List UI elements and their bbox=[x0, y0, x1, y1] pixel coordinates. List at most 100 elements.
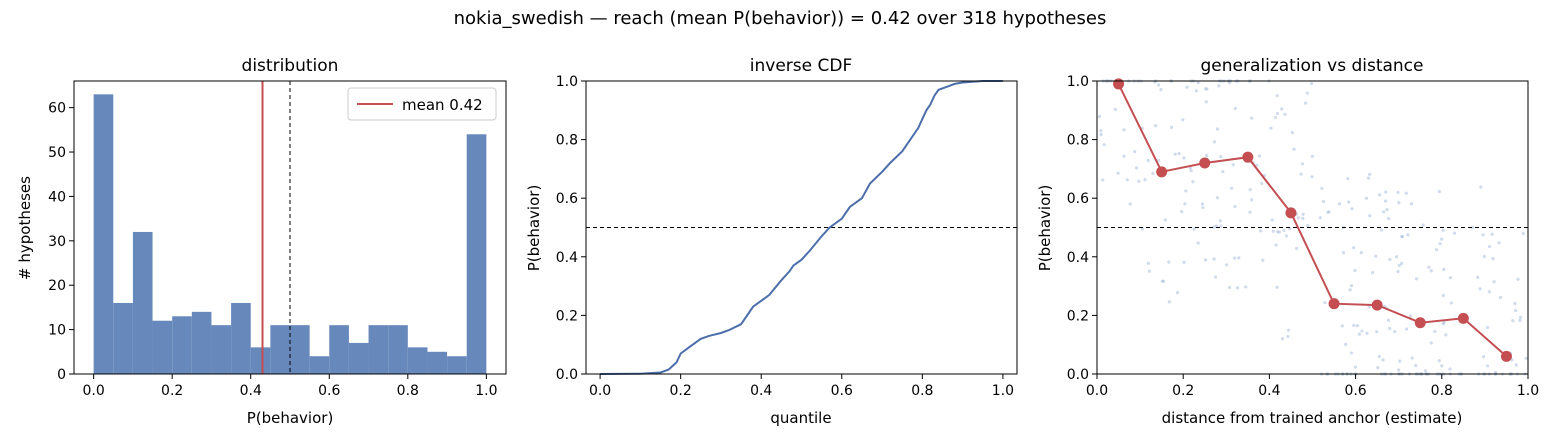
scatter-point bbox=[1437, 359, 1441, 363]
scatter-point bbox=[1479, 185, 1483, 189]
scatter-point bbox=[1137, 179, 1141, 183]
distribution-xtick-label: 0.2 bbox=[161, 383, 183, 399]
scatter-point bbox=[1167, 300, 1171, 304]
scatter-point bbox=[1146, 158, 1150, 163]
histogram-bar bbox=[231, 302, 251, 374]
axes-inverse-cdf: 0.0 0.2 0.4 0.6 0.8 1.0 0.0 0.2 0.4 0.6 0.8 1.0 bbox=[556, 74, 1018, 399]
scatter-point bbox=[1231, 163, 1235, 167]
legend-label: mean 0.42 bbox=[402, 96, 483, 114]
scatter-point bbox=[1368, 214, 1372, 218]
scatter-point bbox=[1296, 216, 1300, 220]
scatter-point bbox=[1388, 257, 1392, 262]
scatter-point bbox=[1414, 363, 1418, 368]
inverse-cdf-ytick-label: 1.0 bbox=[556, 74, 578, 90]
xlabel-generalization: distance from trained anchor (estimate) bbox=[1162, 409, 1463, 427]
scatter-point bbox=[1116, 171, 1120, 175]
ylabel-distribution: # hypotheses bbox=[16, 176, 34, 280]
scatter-point bbox=[1260, 181, 1264, 186]
scatter-point bbox=[1514, 363, 1518, 367]
scatter-point bbox=[1184, 189, 1188, 193]
scatter-point bbox=[1374, 254, 1378, 258]
inverse-cdf-xtick-label: 0.2 bbox=[670, 383, 692, 399]
scatter-point bbox=[1511, 319, 1515, 323]
scatter-point bbox=[1299, 172, 1303, 176]
scatter-point bbox=[1398, 359, 1402, 363]
scatter-point bbox=[1487, 244, 1492, 249]
binned-mean-marker bbox=[1242, 151, 1254, 163]
scatter-point bbox=[1492, 280, 1496, 284]
scatter-point bbox=[1442, 267, 1446, 271]
scatter-point bbox=[1280, 107, 1284, 111]
generalization-xtick-label: 1.0 bbox=[1517, 383, 1539, 399]
axes-generalization: 0.0 0.2 0.4 0.6 0.8 1.0 0.0 0.2 0.4 0.6 0.8 1.0 bbox=[1067, 74, 1539, 399]
scatter-point bbox=[1233, 204, 1237, 209]
scatter-point bbox=[1387, 217, 1391, 221]
scatter-point bbox=[1309, 81, 1314, 86]
scatter-point bbox=[1232, 256, 1237, 260]
scatter-point bbox=[1277, 230, 1281, 234]
scatter-point bbox=[1185, 85, 1189, 89]
title-inverse-cdf: inverse CDF bbox=[750, 56, 852, 76]
scatter-point bbox=[1154, 124, 1158, 128]
scatter-point bbox=[1200, 202, 1205, 206]
scatter-point bbox=[1368, 172, 1372, 176]
legend: mean 0.42 bbox=[347, 87, 497, 121]
scatter-point bbox=[1397, 201, 1401, 205]
scatter-point bbox=[1349, 284, 1354, 288]
scatter-point bbox=[1386, 318, 1391, 322]
panel-generalization: generalization vs distance 0.0 0.2 0.4 0.6 0… bbox=[1036, 56, 1539, 427]
scatter-point bbox=[1099, 132, 1103, 137]
scatter-point bbox=[1323, 301, 1327, 305]
scatter-point bbox=[1421, 223, 1425, 227]
scatter-point bbox=[1122, 128, 1126, 132]
scatter-point bbox=[1271, 229, 1275, 233]
scatter-point bbox=[1183, 202, 1187, 206]
scatter-point bbox=[1292, 147, 1296, 151]
scatter-point bbox=[1203, 258, 1208, 262]
scatter-point bbox=[1440, 237, 1444, 241]
scatter-point bbox=[1270, 218, 1274, 222]
scatter-point bbox=[1156, 83, 1161, 87]
histogram-bar bbox=[211, 325, 232, 374]
scatter-point bbox=[1487, 290, 1491, 294]
scatter-point bbox=[1337, 202, 1342, 206]
scatter-point bbox=[1353, 268, 1357, 273]
scatter-point bbox=[1516, 277, 1520, 281]
scatter-point bbox=[1303, 101, 1308, 105]
scatter-point bbox=[1518, 318, 1522, 322]
scatter-point bbox=[1102, 143, 1106, 147]
scatter-point bbox=[1404, 327, 1409, 331]
binned-mean-marker bbox=[1457, 312, 1469, 324]
inverse-cdf-xtick-label: 0.8 bbox=[911, 383, 933, 399]
scatter-point bbox=[1125, 178, 1129, 182]
histogram-bar bbox=[407, 347, 428, 374]
scatter-point bbox=[1359, 250, 1363, 255]
scatter-point bbox=[1182, 260, 1186, 264]
scatter-point bbox=[1404, 191, 1408, 195]
scatter-point bbox=[1122, 154, 1126, 158]
scatter-point bbox=[1196, 241, 1200, 245]
histogram-bar bbox=[113, 302, 133, 374]
scatter-point bbox=[1491, 257, 1495, 261]
scatter-point bbox=[1481, 355, 1486, 359]
scatter-point bbox=[1353, 365, 1358, 369]
scatter-point bbox=[1204, 100, 1208, 104]
scatter-point bbox=[1180, 209, 1184, 214]
distribution-ytick-label: 40 bbox=[48, 189, 66, 205]
scatter-point bbox=[1385, 207, 1389, 212]
scatter-point bbox=[1301, 212, 1305, 216]
scatter-point bbox=[1284, 234, 1288, 238]
generalization-ytick-label: 0.4 bbox=[1067, 250, 1089, 266]
scatter-point bbox=[1394, 255, 1399, 259]
distribution-xtick-label: 0.0 bbox=[83, 383, 105, 399]
scatter-point bbox=[1485, 325, 1490, 330]
scatter-point bbox=[1212, 257, 1216, 261]
title-generalization: generalization vs distance bbox=[1200, 56, 1423, 76]
inverse-cdf-xtick-label: 0.0 bbox=[589, 383, 611, 399]
scatter-point bbox=[1438, 242, 1442, 246]
scatter-point bbox=[1444, 333, 1448, 337]
scatter-point bbox=[1379, 228, 1384, 232]
scatter-point bbox=[1310, 175, 1314, 179]
histogram-bar bbox=[250, 347, 271, 374]
histogram-bar bbox=[152, 320, 173, 374]
